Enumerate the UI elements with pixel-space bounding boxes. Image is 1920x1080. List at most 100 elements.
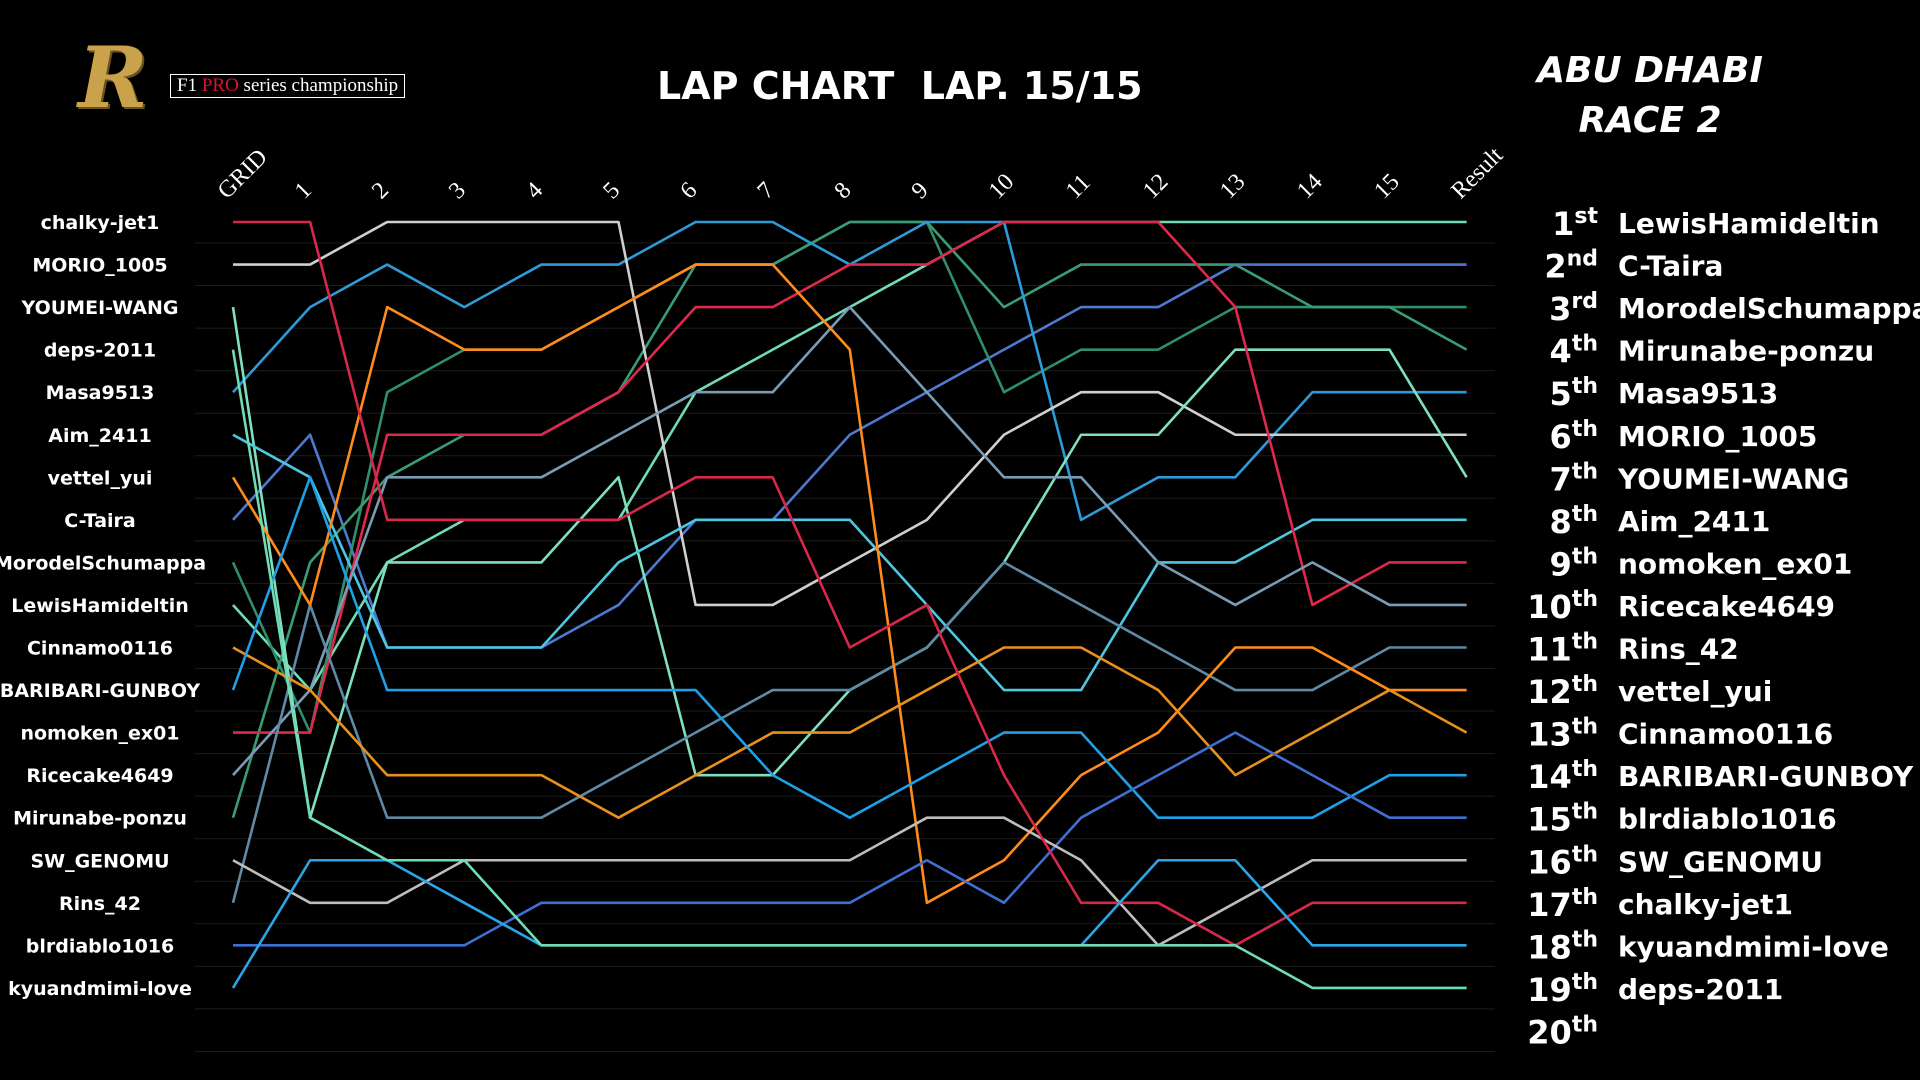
position-number: 19 (1527, 971, 1572, 1009)
grid-driver-label: nomoken_ex01 (20, 723, 179, 745)
result-position: 14th (1527, 757, 1598, 796)
position-suffix: th (1572, 927, 1598, 952)
grid-driver-label: YOUMEI-WANG (21, 297, 179, 319)
grid-driver-label: SW_GENOMU (30, 850, 169, 872)
x-tick-label: 6 (675, 177, 702, 204)
x-tick-label: 4 (521, 177, 548, 204)
x-tick-label: 1 (290, 177, 317, 204)
logo-pro: PRO (201, 75, 239, 96)
position-number: 13 (1527, 716, 1572, 754)
position-suffix: th (1572, 544, 1598, 569)
position-suffix: th (1572, 1012, 1598, 1037)
x-tick-label: 10 (984, 169, 1019, 204)
position-number: 5 (1550, 375, 1572, 413)
x-tick-label: 12 (1138, 169, 1173, 204)
series-line (233, 220, 1467, 947)
grid-driver-label: Mirunabe-ponzu (13, 808, 187, 830)
x-tick-label: 14 (1292, 169, 1327, 204)
logo-prefix: F1 (177, 75, 202, 96)
result-position: 5th (1550, 374, 1598, 413)
result-position: 10th (1527, 587, 1598, 626)
series-logo: R F1 PRO series championship (78, 36, 468, 120)
logo-suffix: series championship (238, 75, 399, 96)
position-suffix: th (1572, 502, 1598, 527)
grid-driver-label: Cinnamo0116 (27, 638, 173, 660)
position-number: 9 (1550, 545, 1572, 583)
result-driver-label: LewisHamideltin (1618, 207, 1880, 240)
position-suffix: st (1574, 204, 1598, 229)
position-number: 10 (1527, 588, 1572, 626)
position-suffix: th (1572, 332, 1598, 357)
grid-driver-label: Ricecake4649 (26, 765, 173, 787)
result-position: 15th (1527, 800, 1598, 839)
position-number: 18 (1527, 928, 1572, 966)
result-position: 9th (1550, 544, 1598, 583)
result-position: 18th (1527, 927, 1598, 966)
x-tick-label: 5 (598, 177, 625, 204)
result-driver-label: Masa9513 (1618, 377, 1778, 410)
result-driver-label: YOUMEI-WANG (1617, 462, 1849, 495)
result-position: 17th (1527, 885, 1598, 924)
series-line (231, 263, 1467, 905)
result-position: 20th (1527, 1012, 1598, 1051)
series-line (231, 220, 1468, 819)
result-driver-label: MORIO_1005 (1618, 420, 1817, 453)
series-line (233, 220, 1467, 734)
event-race: RACE 2 (1578, 100, 1722, 141)
series-line (233, 731, 1467, 947)
result-driver-label: nomoken_ex01 (1618, 547, 1852, 580)
x-tick-label: GRID (213, 144, 273, 204)
result-driver-label: deps-2011 (1618, 973, 1783, 1006)
position-suffix: th (1572, 970, 1598, 995)
series-line (231, 475, 1467, 820)
position-number: 8 (1550, 503, 1572, 541)
grid-driver-label: Rins_42 (59, 893, 141, 915)
position-suffix: th (1572, 842, 1598, 867)
position-suffix: rd (1571, 289, 1598, 314)
result-position: 13th (1527, 715, 1598, 754)
result-position: 8th (1550, 502, 1598, 541)
position-suffix: th (1572, 417, 1598, 442)
result-position: 1st (1552, 204, 1598, 243)
position-number: 20 (1527, 1013, 1572, 1051)
result-position: 16th (1527, 842, 1598, 881)
grid-driver-label: BARIBARI-GUNBOY (0, 680, 200, 702)
series-line (232, 646, 1468, 820)
x-tick-label: 2 (367, 177, 394, 204)
result-driver-label: Rins_42 (1618, 633, 1739, 666)
result-driver-label: kyuandmimi-love (1618, 930, 1889, 963)
x-tick-label: 8 (830, 177, 857, 204)
position-number: 2 (1544, 248, 1566, 286)
x-tick-label: 3 (444, 177, 471, 204)
position-number: 12 (1527, 673, 1572, 711)
result-position: 2nd (1544, 247, 1598, 286)
x-tick-label: 11 (1061, 170, 1096, 205)
result-driver-label: Mirunabe-ponzu (1618, 335, 1874, 368)
x-tick-label: Result (1446, 142, 1508, 204)
result-driver-label: Aim_2411 (1618, 505, 1770, 538)
grid-driver-label: C-Taira (64, 510, 136, 532)
x-tick-label: 9 (907, 177, 934, 204)
result-position: 4th (1550, 332, 1598, 371)
series-line (232, 433, 1467, 692)
position-number: 11 (1527, 631, 1572, 669)
result-position: 11th (1527, 630, 1598, 669)
position-suffix: th (1572, 672, 1598, 697)
position-number: 6 (1550, 418, 1572, 456)
series-line (231, 561, 1467, 904)
series-line (232, 305, 1467, 777)
position-number: 4 (1550, 333, 1572, 371)
position-number: 15 (1527, 801, 1572, 839)
grid-driver-label: deps-2011 (44, 340, 156, 362)
grid-driver-label: Aim_2411 (48, 425, 151, 447)
position-suffix: th (1572, 885, 1598, 910)
position-number: 3 (1549, 290, 1571, 328)
grid-driver-label: vettel_yui (48, 467, 153, 489)
position-number: 14 (1527, 758, 1572, 796)
grid-driver-label: Masa9513 (46, 382, 155, 404)
x-tick-label: 15 (1369, 169, 1404, 204)
result-driver-label: C-Taira (1618, 250, 1723, 283)
position-suffix: th (1572, 757, 1598, 782)
